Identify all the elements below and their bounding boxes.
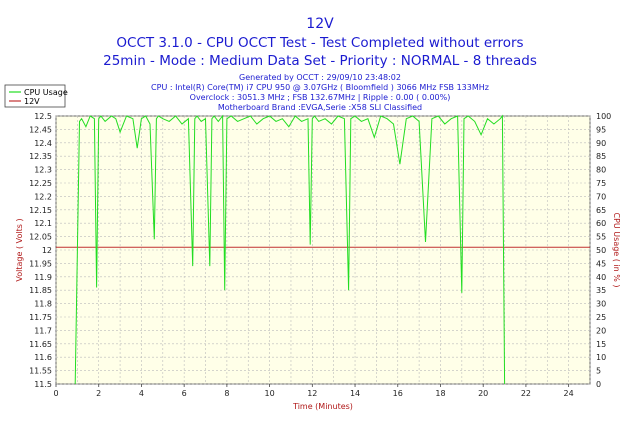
right-tick-label: 10 bbox=[596, 353, 606, 362]
motherboard-info: Motherboard Brand :EVGA,Serie :X58 SLI C… bbox=[218, 103, 422, 112]
right-tick-label: 25 bbox=[596, 313, 606, 322]
right-tick-label: 30 bbox=[596, 300, 606, 309]
right-tick-label: 45 bbox=[596, 259, 606, 268]
left-tick-label: 11.6 bbox=[34, 353, 52, 362]
chart-title: 12V bbox=[306, 16, 334, 32]
left-tick-label: 12.45 bbox=[29, 125, 52, 134]
left-tick-label: 12.25 bbox=[29, 179, 52, 188]
right-tick-label: 20 bbox=[596, 326, 606, 335]
x-tick-label: 6 bbox=[182, 389, 187, 398]
right-tick-label: 5 bbox=[596, 367, 601, 376]
chart-subtitle-1: OCCT 3.1.0 - CPU OCCT Test - Test Comple… bbox=[116, 35, 523, 51]
left-tick-label: 11.7 bbox=[34, 326, 52, 335]
legend-label-cpu-usage: CPU Usage bbox=[24, 88, 68, 97]
series-line-cpu-usage bbox=[74, 114, 506, 385]
left-tick-label: 11.65 bbox=[29, 340, 52, 349]
right-tick-label: 90 bbox=[596, 139, 606, 148]
x-axis-label: Time (Minutes) bbox=[292, 402, 353, 411]
x-tick-label: 22 bbox=[521, 389, 531, 398]
left-tick-label: 12.3 bbox=[34, 166, 52, 175]
chart-titles: 12V OCCT 3.1.0 - CPU OCCT Test - Test Co… bbox=[103, 16, 537, 112]
right-tick-label: 85 bbox=[596, 152, 606, 161]
left-tick-label: 11.9 bbox=[34, 273, 52, 282]
right-tick-label: 55 bbox=[596, 233, 606, 242]
grid-lines bbox=[55, 115, 591, 385]
chart-legend: CPU Usage 12V bbox=[4, 84, 68, 108]
generated-info: Generated by OCCT : 29/09/10 23:48:02 bbox=[239, 73, 401, 82]
x-tick-label: 4 bbox=[139, 389, 144, 398]
right-axis-label: CPU Usage ( in % ) bbox=[612, 212, 621, 287]
left-tick-label: 12.2 bbox=[34, 192, 52, 201]
right-tick-label: 50 bbox=[596, 246, 606, 255]
x-tick-label: 0 bbox=[53, 389, 58, 398]
x-tick-label: 24 bbox=[564, 389, 574, 398]
x-tick-label: 16 bbox=[393, 389, 403, 398]
left-tick-label: 12.05 bbox=[29, 233, 52, 242]
right-tick-label: 65 bbox=[596, 206, 606, 215]
legend-label-12v: 12V bbox=[24, 97, 40, 106]
chart-subtitle-2: 25min - Mode : Medium Data Set - Priorit… bbox=[103, 53, 537, 69]
x-tick-label: 12 bbox=[307, 389, 317, 398]
x-tick-label: 2 bbox=[96, 389, 101, 398]
right-tick-label: 75 bbox=[596, 179, 606, 188]
left-tick-label: 12 bbox=[42, 246, 52, 255]
left-tick-label: 11.95 bbox=[29, 259, 52, 268]
left-tick-label: 12.5 bbox=[34, 112, 52, 121]
x-tick-label: 20 bbox=[478, 389, 488, 398]
right-tick-label: 70 bbox=[596, 192, 606, 201]
right-tick-label: 60 bbox=[596, 219, 606, 228]
right-tick-label: 15 bbox=[596, 340, 606, 349]
left-tick-label: 11.5 bbox=[34, 380, 52, 389]
right-tick-label: 0 bbox=[596, 380, 601, 389]
right-axis-ticks: 1009590858075706560555045403530252015105… bbox=[596, 112, 611, 389]
left-axis-label: Voltage ( Volts ) bbox=[15, 218, 24, 281]
right-tick-label: 80 bbox=[596, 166, 606, 175]
x-tick-label: 8 bbox=[224, 389, 229, 398]
cpu-info: CPU : Intel(R) Core(TM) i7 CPU 950 @ 3.0… bbox=[151, 83, 489, 92]
left-tick-label: 11.75 bbox=[29, 313, 52, 322]
right-tick-label: 35 bbox=[596, 286, 606, 295]
left-tick-label: 12.15 bbox=[29, 206, 52, 215]
left-tick-label: 12.4 bbox=[34, 139, 52, 148]
series-layer bbox=[56, 114, 590, 385]
left-tick-label: 11.8 bbox=[34, 300, 52, 309]
left-tick-label: 11.55 bbox=[29, 367, 52, 376]
x-tick-label: 10 bbox=[265, 389, 275, 398]
right-tick-label: 95 bbox=[596, 125, 606, 134]
right-tick-label: 100 bbox=[596, 112, 611, 121]
x-axis-ticks: 0 2 4 6 8 10 12 14 16 18 20 22 24 bbox=[53, 384, 574, 398]
x-tick-label: 14 bbox=[350, 389, 360, 398]
overclock-info: Overclock : 3051.3 MHz ; FSB 132.67MHz |… bbox=[190, 93, 451, 102]
x-tick-label: 18 bbox=[435, 389, 445, 398]
right-tick-label: 40 bbox=[596, 273, 606, 282]
left-tick-label: 11.85 bbox=[29, 286, 52, 295]
left-tick-label: 12.35 bbox=[29, 152, 52, 161]
left-axis-ticks: 12.5 12.45 12.4 12.35 12.3 12.25 12.2 12.15 12.1… bbox=[29, 112, 52, 389]
left-tick-label: 12.1 bbox=[34, 219, 52, 228]
